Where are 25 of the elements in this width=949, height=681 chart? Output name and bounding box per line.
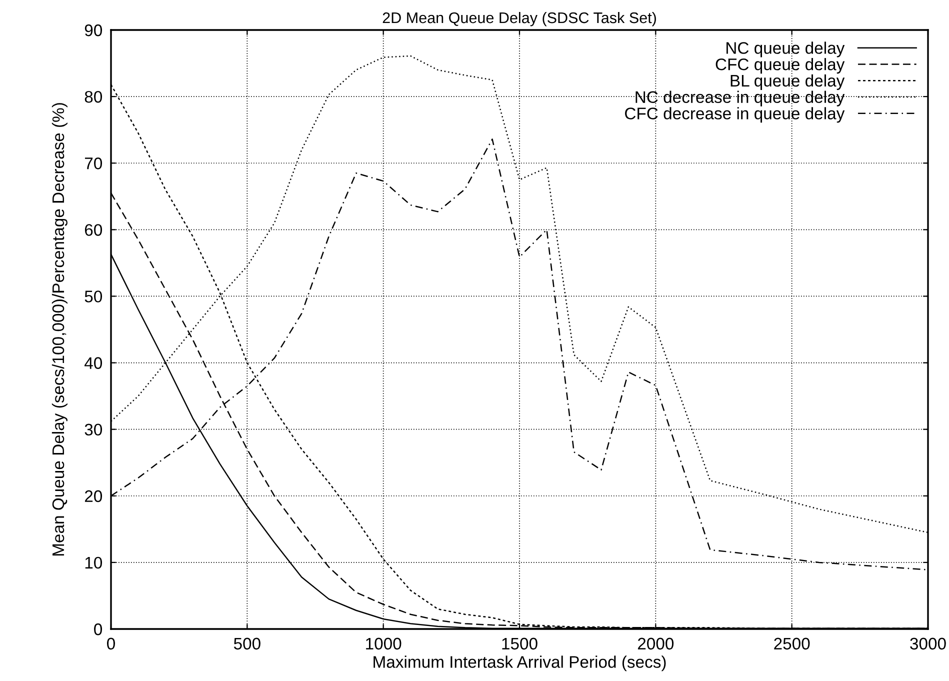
chart-title: 2D Mean Queue Delay (SDSC Task Set) bbox=[382, 12, 656, 26]
legend-label: BL queue delay bbox=[730, 74, 845, 90]
y-tick-label: 50 bbox=[84, 290, 102, 302]
x-axis-title: Maximum Intertask Arrival Period (secs) bbox=[374, 656, 666, 672]
x-tick-label: 0 bbox=[107, 638, 115, 650]
y-tick-label: 10 bbox=[85, 556, 102, 569]
x-tick-label: 500 bbox=[234, 638, 260, 650]
legend-label: CFC queue delay bbox=[716, 58, 845, 74]
legend-label: NC decrease in queue delay bbox=[636, 90, 845, 106]
y-tick-label: 40 bbox=[84, 357, 102, 369]
y-axis-title: Mean Queue Delay (secs/100,000)/Percentage Decrease (%) bbox=[52, 103, 68, 556]
y-tick-label: 20 bbox=[84, 490, 102, 502]
y-tick-label: 90 bbox=[84, 24, 102, 36]
x-tick-label: 2000 bbox=[638, 638, 674, 650]
legend-label: NC queue delay bbox=[726, 42, 845, 58]
legend-label: CFC decrease in queue delay bbox=[625, 107, 845, 123]
y-tick-label: 70 bbox=[84, 158, 102, 170]
x-tick-label: 1500 bbox=[502, 638, 538, 650]
y-tick-label: 60 bbox=[84, 224, 102, 236]
x-tick-label: 2500 bbox=[774, 638, 810, 650]
y-tick-label: 0 bbox=[94, 623, 102, 636]
y-tick-label: 30 bbox=[84, 424, 102, 436]
x-tick-label: 1000 bbox=[366, 638, 402, 650]
x-tick-label: 3000 bbox=[910, 638, 946, 650]
y-tick-label: 80 bbox=[84, 90, 102, 103]
